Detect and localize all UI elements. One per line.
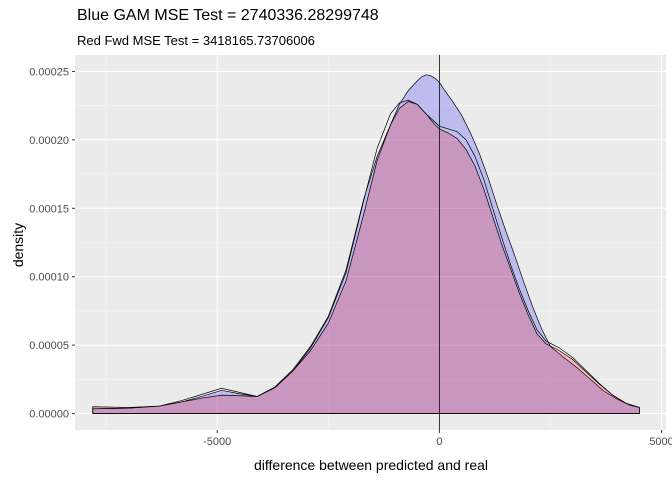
x-axis-label: difference between predicted and real xyxy=(253,457,488,473)
y-tick-label: 0.00010 xyxy=(29,272,69,284)
y-tick-label: 0.00025 xyxy=(29,66,69,78)
x-tick-label: 5000 xyxy=(649,436,672,448)
y-axis-label: density xyxy=(10,222,26,268)
density-areas xyxy=(92,74,640,414)
y-tick-label: 0.00000 xyxy=(29,409,69,421)
x-axis: -5000 0 5000 xyxy=(203,430,672,448)
y-axis: 0.00000 0.00005 0.00010 0.00015 0.00020 0.000… xyxy=(29,66,75,421)
y-tick-label: 0.00020 xyxy=(29,135,69,147)
y-tick-label: 0.00005 xyxy=(29,340,69,352)
x-tick-label: -5000 xyxy=(203,436,231,448)
y-tick-label: 0.00015 xyxy=(29,203,69,215)
x-tick-label: 0 xyxy=(436,436,442,448)
density-series-blue xyxy=(92,74,640,414)
density-series-red xyxy=(92,101,640,414)
chart-title: Blue GAM MSE Test = 2740336.28299748 xyxy=(77,7,379,24)
chart-subtitle: Red Fwd MSE Test = 3418165.73706006 xyxy=(77,33,315,48)
density-series-outline-only xyxy=(92,99,640,414)
